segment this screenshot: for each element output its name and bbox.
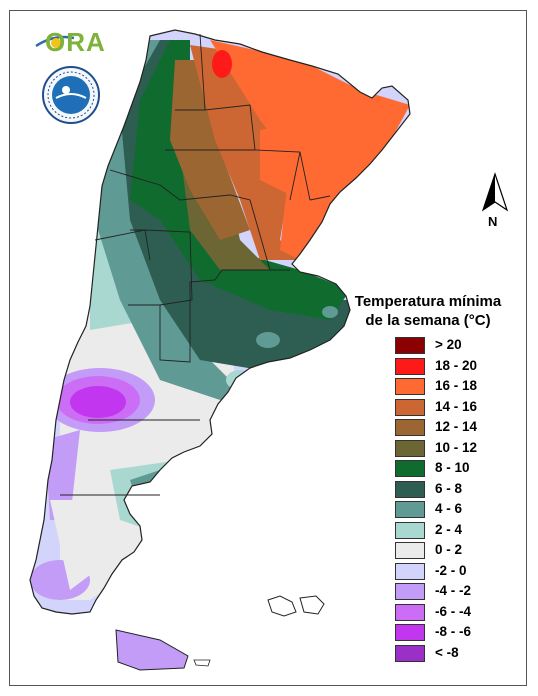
- legend-swatch: [395, 542, 425, 559]
- province-borders: [29, 29, 411, 615]
- north-label: N: [488, 214, 498, 229]
- ora-logo-icon: [35, 35, 75, 48]
- legend-swatch: [395, 357, 425, 375]
- legend-swatch: [395, 419, 425, 436]
- legend-label: 16 - 18: [435, 378, 478, 393]
- legend-label: -2 - 0: [435, 562, 467, 578]
- legend-swatch: [395, 501, 425, 518]
- legend-swatch: [395, 439, 425, 457]
- legend-swatch: [395, 624, 425, 641]
- legend-label: -6 - -4: [435, 603, 472, 619]
- legend-swatch: [395, 480, 425, 498]
- argentina-meteorological-service-seal-icon: [42, 66, 100, 124]
- legend-swatch: [395, 378, 425, 395]
- legend-label: 14 - 16: [435, 398, 478, 414]
- ora-logo-text: ORA: [45, 27, 106, 57]
- legend-label: 6 - 8: [435, 480, 463, 496]
- legend-label: 2 - 4: [435, 521, 463, 537]
- legend-swatch: [395, 460, 425, 477]
- legend-swatch: [395, 603, 425, 621]
- legend-label: 0 - 2: [435, 542, 463, 557]
- legend-label: > 20: [435, 337, 462, 352]
- legend-label: 12 - 14: [435, 419, 478, 434]
- legend-title: Temperatura mínima de la semana (°C): [338, 292, 518, 330]
- legend-label: -4 - -2: [435, 583, 472, 598]
- legend-title-line1: Temperatura mínima: [354, 293, 502, 310]
- legend-title-line2: de la semana (°C): [365, 312, 491, 329]
- legend-label: 18 - 20: [435, 357, 478, 373]
- legend-label: < -8: [435, 644, 459, 660]
- malvinas-islands: [267, 595, 325, 617]
- legend-label: -8 - -6: [435, 624, 472, 639]
- tierra-del-fuego: [115, 629, 189, 671]
- legend-label: 10 - 12: [435, 439, 478, 455]
- legend-swatch: [395, 562, 425, 580]
- isla-de-los-estados: [193, 659, 211, 667]
- legend-swatch: [395, 583, 425, 600]
- legend-label: 8 - 10: [435, 460, 470, 475]
- legend-swatch: [395, 337, 425, 354]
- north-arrow-icon: [481, 172, 509, 212]
- legend-label: 4 - 6: [435, 501, 463, 516]
- legend-swatch: [395, 644, 425, 662]
- legend-swatch: [395, 521, 425, 539]
- legend-swatch: [395, 398, 425, 416]
